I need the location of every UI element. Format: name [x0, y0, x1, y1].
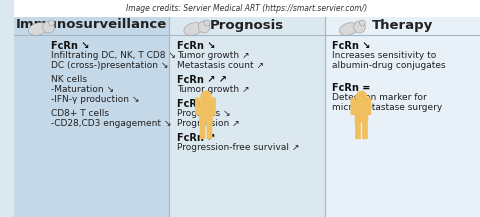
Text: FcRn ↘: FcRn ↘ — [332, 41, 371, 51]
FancyBboxPatch shape — [195, 97, 200, 115]
Text: Therapy: Therapy — [372, 18, 433, 31]
Circle shape — [204, 20, 210, 26]
Circle shape — [360, 20, 365, 26]
Text: Increases sensitivity to: Increases sensitivity to — [332, 51, 437, 60]
Text: Prognosis ↘: Prognosis ↘ — [177, 109, 230, 118]
Text: FcRn =: FcRn = — [332, 83, 371, 93]
Text: Tumor growth ↗: Tumor growth ↗ — [177, 51, 249, 60]
Text: Immunosurveillance: Immunosurveillance — [16, 18, 167, 31]
FancyBboxPatch shape — [324, 17, 480, 217]
Text: Prognosis: Prognosis — [210, 18, 284, 31]
FancyBboxPatch shape — [207, 119, 212, 139]
Text: DC (cross-)presentation ↘: DC (cross-)presentation ↘ — [50, 61, 168, 70]
Circle shape — [198, 21, 210, 33]
FancyBboxPatch shape — [169, 17, 324, 217]
Circle shape — [43, 21, 54, 33]
Text: FcRn ↘: FcRn ↘ — [50, 41, 89, 51]
Text: FcRn ↘: FcRn ↘ — [177, 41, 215, 51]
Text: -IFN-γ production ↘: -IFN-γ production ↘ — [50, 95, 139, 104]
Ellipse shape — [28, 23, 48, 35]
FancyBboxPatch shape — [367, 97, 371, 115]
Text: Image credits: Servier Medical ART (https://smart.servier.com/): Image credits: Servier Medical ART (http… — [126, 4, 367, 13]
Circle shape — [356, 91, 367, 103]
Text: -Maturation ↘: -Maturation ↘ — [50, 85, 114, 94]
FancyBboxPatch shape — [362, 119, 368, 139]
Circle shape — [48, 20, 54, 26]
Text: FcRn ↗ ↗: FcRn ↗ ↗ — [177, 75, 227, 85]
FancyBboxPatch shape — [355, 99, 368, 123]
FancyBboxPatch shape — [211, 97, 216, 115]
Text: FcRn ↘: FcRn ↘ — [177, 99, 215, 109]
FancyBboxPatch shape — [350, 97, 355, 115]
Text: micrometastase surgery: micrometastase surgery — [332, 103, 443, 112]
FancyBboxPatch shape — [200, 119, 205, 139]
Text: -CD28,CD3 engagement ↘: -CD28,CD3 engagement ↘ — [50, 119, 171, 128]
Text: Detection marker for: Detection marker for — [332, 93, 427, 102]
Ellipse shape — [339, 23, 359, 35]
FancyBboxPatch shape — [13, 17, 169, 217]
Circle shape — [354, 21, 365, 33]
FancyBboxPatch shape — [199, 99, 213, 123]
Circle shape — [200, 91, 212, 103]
Text: Progression ↗: Progression ↗ — [177, 119, 240, 128]
Text: Tumor growth ↗: Tumor growth ↗ — [177, 85, 249, 94]
Text: Metastasis count ↗: Metastasis count ↗ — [177, 61, 264, 70]
FancyBboxPatch shape — [355, 119, 361, 139]
Text: Infiltrating DC, NK, T CD8 ↘: Infiltrating DC, NK, T CD8 ↘ — [50, 51, 175, 60]
Text: albumin-drug conjugates: albumin-drug conjugates — [332, 61, 446, 70]
Ellipse shape — [184, 23, 203, 35]
Text: Progression-free survival ↗: Progression-free survival ↗ — [177, 143, 299, 152]
Text: CD8+ T cells: CD8+ T cells — [50, 109, 108, 118]
FancyBboxPatch shape — [13, 0, 480, 17]
Text: FcRn ↗: FcRn ↗ — [177, 133, 215, 143]
Text: NK cells: NK cells — [50, 75, 86, 84]
